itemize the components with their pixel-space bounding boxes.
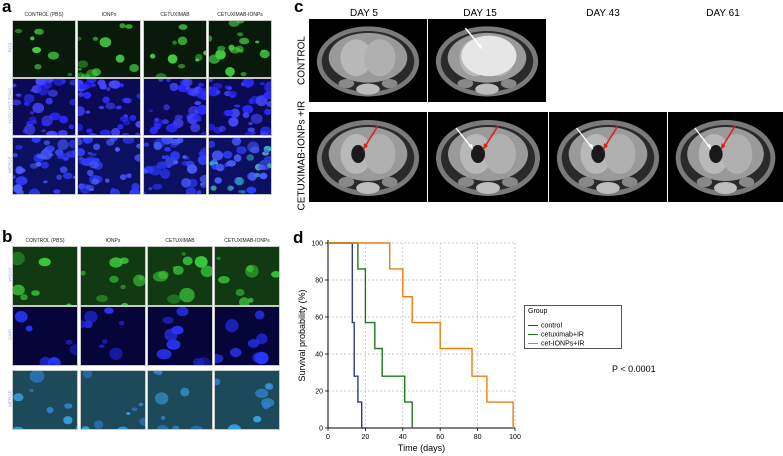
panel_a-col-header: CETUXIMAB-IONPs bbox=[217, 12, 263, 18]
mri-scan-control-day5 bbox=[309, 19, 427, 102]
panel_b-micrograph bbox=[12, 246, 78, 306]
panel_a-micrograph bbox=[12, 20, 76, 78]
y-tick-label: 40 bbox=[315, 352, 323, 359]
panel_a-col-header: CETUXIMAB bbox=[160, 12, 190, 18]
panel_a-col-header: CONTROL (PBS) bbox=[24, 12, 64, 18]
panel_a-micrograph bbox=[208, 78, 272, 136]
x-tick-label: 20 bbox=[362, 434, 370, 441]
y-tick-label: 80 bbox=[315, 278, 323, 285]
panel_a-micrograph bbox=[77, 20, 141, 78]
panel-d-letter: d bbox=[293, 228, 304, 247]
mri-scan-treated-day15 bbox=[428, 112, 548, 202]
mri-scan-treated-day61 bbox=[668, 112, 783, 202]
x-tick-label: 40 bbox=[399, 434, 407, 441]
panel-b-letter: b bbox=[2, 227, 13, 246]
panel_b-micrograph bbox=[214, 246, 280, 306]
legend-item: cetuximab+IR bbox=[528, 326, 584, 338]
panel_b-micrograph bbox=[12, 306, 78, 366]
p-value-label: P < 0.0001 bbox=[612, 364, 656, 374]
panel_b-micrograph bbox=[147, 306, 213, 366]
y-tick-label: 0 bbox=[319, 426, 323, 433]
panel_b-micrograph bbox=[214, 306, 280, 366]
day-header: DAY 15 bbox=[463, 8, 497, 19]
panel_a-micrograph bbox=[208, 20, 272, 78]
panel_a-micrograph bbox=[12, 78, 76, 136]
panel_b-col-header: CONTROL (PBS) bbox=[25, 238, 65, 244]
survival-chart: 0 20 40 60 80 100 0 20 40 60 80 100 Time (days) Survi… bbox=[297, 240, 521, 453]
mri-scan-treated-day43 bbox=[549, 112, 667, 202]
panel_b-micrograph bbox=[80, 246, 146, 306]
legend-label: cet-IONPs+IR bbox=[541, 340, 585, 348]
y-tick-label: 100 bbox=[311, 241, 323, 248]
legend-title: Group bbox=[528, 308, 548, 315]
panel_a-micrograph bbox=[208, 137, 272, 195]
panel_a-micrograph bbox=[12, 137, 76, 195]
panel_b-micrograph bbox=[147, 246, 213, 306]
series-line-cetuximab-ir bbox=[328, 242, 413, 428]
chart-legend: Group control cetuximab+IR cet-IONPs+IR bbox=[524, 305, 622, 349]
legend-swatch bbox=[528, 343, 538, 345]
row-label-control: CONTROL bbox=[296, 36, 308, 85]
x-tick-label: 0 bbox=[326, 434, 330, 441]
x-tick-label: 100 bbox=[509, 434, 521, 441]
panel_a-micrograph bbox=[143, 20, 207, 78]
panel_b-micrograph bbox=[147, 370, 213, 430]
panel_b-col-header: IONPs bbox=[105, 238, 121, 244]
panel-a-letter: a bbox=[2, 0, 12, 16]
panel_b-micrograph bbox=[80, 306, 146, 366]
x-axis-label: Time (days) bbox=[398, 443, 445, 453]
legend-swatch bbox=[528, 334, 538, 336]
panel_b-col-header: CETUXIMAB-IONPs bbox=[224, 238, 270, 244]
panel_b-micrograph bbox=[12, 370, 78, 430]
panel-c-letter: c bbox=[294, 0, 304, 16]
x-tick-label: 80 bbox=[474, 434, 482, 441]
legend-label: cetuximab+IR bbox=[541, 331, 584, 339]
panel_a-micrograph bbox=[77, 78, 141, 136]
row-label-treated: CETUXIMAB-IONPs +IR bbox=[296, 100, 308, 211]
panel_a-micrograph bbox=[143, 78, 207, 136]
panel_b-micrograph bbox=[214, 370, 280, 430]
panel_a-micrograph bbox=[143, 137, 207, 195]
legend-swatch bbox=[528, 325, 538, 327]
legend-item: control bbox=[528, 317, 562, 329]
panel_a-micrograph bbox=[77, 137, 141, 195]
legend-item: cet-IONPs+IR bbox=[528, 335, 584, 347]
day-header: DAY 43 bbox=[586, 8, 620, 19]
day-header: DAY 5 bbox=[350, 8, 378, 19]
mri-scan-treated-day5 bbox=[309, 112, 427, 202]
y-tick-label: 60 bbox=[315, 315, 323, 322]
day-header: DAY 61 bbox=[706, 8, 740, 19]
y-axis-label: Survival probability (%) bbox=[297, 289, 307, 381]
legend-label: control bbox=[541, 322, 563, 330]
panel_b-micrograph bbox=[80, 370, 146, 430]
panel_b-col-header: CETUXIMAB bbox=[165, 238, 195, 244]
y-tick-label: 20 bbox=[315, 389, 323, 396]
series-line-control bbox=[328, 242, 366, 429]
panel_a-col-header: IONPs bbox=[101, 12, 117, 18]
mri-scan-control-day15 bbox=[428, 19, 546, 102]
series-line-cet-ionps-ir bbox=[328, 242, 514, 428]
x-tick-label: 60 bbox=[436, 434, 444, 441]
